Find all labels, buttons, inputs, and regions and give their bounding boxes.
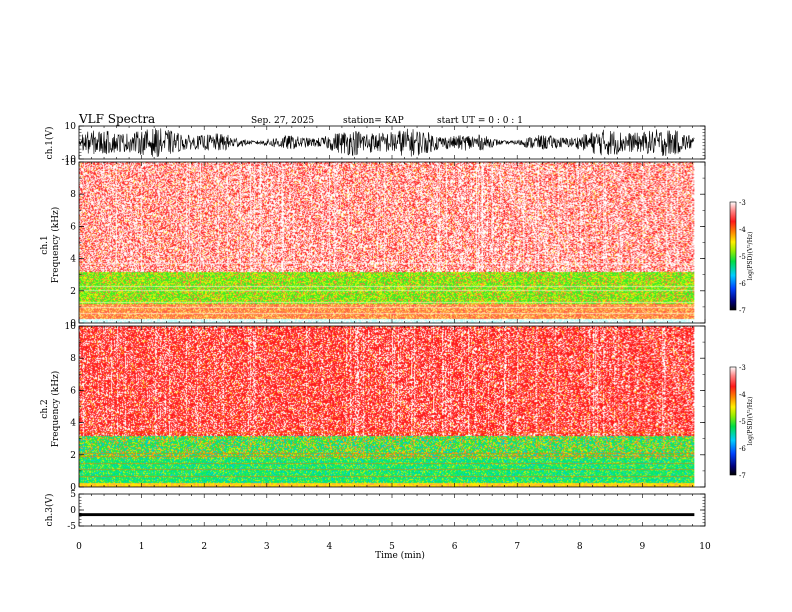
ch1-spectro-ylabel-freq: Frequency (kHz) <box>50 207 61 284</box>
x-tick-label: 6 <box>452 542 458 552</box>
ch1-waveform-panel: 10-10 <box>62 122 706 165</box>
time-axis: 0 1 2 3 4 5 6 7 8 9 10 <box>76 542 711 552</box>
y-tick-label: 10 <box>65 158 77 168</box>
date-label: Sep. 27, 2025 <box>251 116 314 126</box>
x-tick-label: 7 <box>514 542 520 552</box>
ch2-colorbar: -3 -4 -5 -6 -7 log(PSD)(V²/Hz) <box>729 364 754 480</box>
y-tick-label: -10 <box>62 155 77 165</box>
ch2-colorbar-tick: -7 <box>739 472 746 480</box>
ch3-waveform-panel: 5 0 -5 <box>67 490 706 532</box>
x-tick-label: 5 <box>389 542 395 552</box>
ch1-colorbar-tick: -3 <box>739 199 746 207</box>
ch1-colorbar-tick: -7 <box>739 307 746 315</box>
ch1-colorbar-tick: -5 <box>739 253 746 261</box>
y-tick-label: 2 <box>70 287 76 297</box>
ch3-waveform-band <box>79 513 695 517</box>
ch2-spectro-ylabel-freq: Frequency (kHz) <box>50 371 61 448</box>
x-tick-label: 3 <box>264 542 270 552</box>
y-tick-label: 5 <box>70 490 76 500</box>
panel-frame <box>78 493 706 527</box>
ch1-voltage-ylabel: ch.1(V) <box>44 127 55 160</box>
x-tick-label: 1 <box>139 542 145 552</box>
y-tick-label: 8 <box>70 354 76 364</box>
ch1-colorbar: -3 -4 -5 -6 -7 log(PSD)(V²/Hz) <box>729 199 754 315</box>
ch1-colorbar-label: log(PSD)(V²/Hz) <box>747 232 754 281</box>
y-tick-label: 0 <box>70 483 76 493</box>
x-tick-label: 8 <box>577 542 583 552</box>
ch2-colorbar-tick: -6 <box>739 445 746 453</box>
y-tick-label: 8 <box>70 190 76 200</box>
y-tick-label: 0 <box>70 319 76 329</box>
ch2-colorbar-label: log(PSD)(V²/Hz) <box>747 397 754 446</box>
ch2-colorbar-tick: -4 <box>739 391 746 399</box>
y-tick-label: 2 <box>70 451 76 461</box>
y-tick-label: 6 <box>70 386 76 396</box>
x-tick-label: 4 <box>327 542 333 552</box>
y-tick-label: 4 <box>70 255 76 265</box>
ch2-colorbar-tick: -3 <box>739 364 746 372</box>
y-tick-label: 4 <box>70 419 76 429</box>
ch2-colorbar-tick: -5 <box>739 418 746 426</box>
x-tick-label: 2 <box>201 542 207 552</box>
figure-title: VLF Spectra <box>78 112 155 126</box>
ch1-colorbar-tick: -6 <box>739 280 746 288</box>
ch1-spectro-ylabel-channel: ch.1 <box>40 235 50 254</box>
y-tick-label: 0 <box>70 506 76 516</box>
ch1-colorbar-tick: -4 <box>739 226 746 234</box>
time-axis-label: Time (min) <box>375 550 425 561</box>
y-tick-label: 10 <box>65 122 77 132</box>
spectrogram-image <box>79 326 695 487</box>
ch2-spectro-ylabel-channel: ch.2 <box>40 399 50 418</box>
x-tick-label: 10 <box>699 542 711 552</box>
x-tick-label: 9 <box>640 542 646 552</box>
station-label: station= KAP <box>343 116 404 126</box>
ch3-voltage-ylabel: ch.3(V) <box>44 494 55 527</box>
spectrogram-image <box>79 162 695 323</box>
ch1-waveform-line <box>78 128 695 157</box>
x-tick-label: 0 <box>76 542 82 552</box>
y-tick-label: 10 <box>65 322 77 332</box>
start-ut-label: start UT = 0 : 0 : 1 <box>437 116 523 126</box>
ch2-spectrogram-panel: 0 2 4 6 8 10 <box>65 322 706 493</box>
ch1-spectrogram-panel: 0 2 4 6 8 10 <box>65 158 706 329</box>
y-tick-label: -5 <box>67 522 76 532</box>
y-tick-label: 6 <box>70 222 76 232</box>
